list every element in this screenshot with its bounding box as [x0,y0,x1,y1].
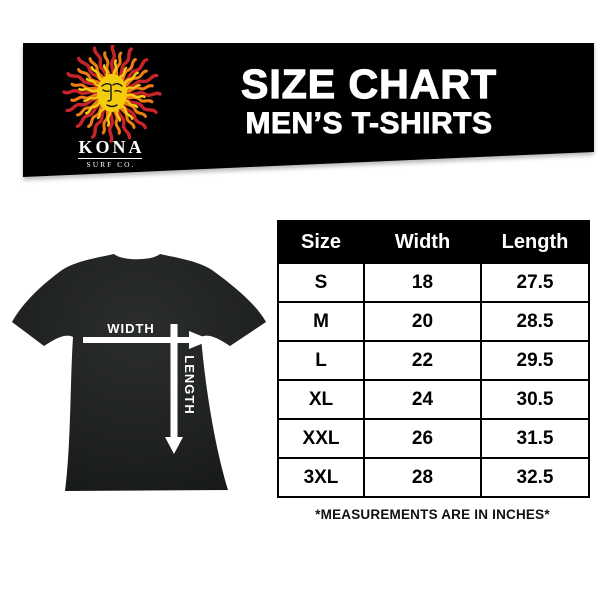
table-cell: 20 [363,301,482,342]
table-header-row: Size Width Length [277,220,590,264]
tshirt-diagram: WIDTH LENGTH [12,254,266,491]
table-cell: XXL [277,418,365,459]
table-cell: 22 [363,340,482,381]
table-row: L 22 29.5 [277,340,590,381]
length-label: LENGTH [182,355,197,414]
table-cell: 18 [363,262,482,303]
table-cell: 26 [363,418,482,459]
measurements-note: *MEASUREMENTS ARE IN INCHES* [315,507,550,522]
column-header: Size [277,220,365,264]
table-cell: 30.5 [480,379,590,420]
banner-background: KONA SURF CO. SIZE CHART MEN’S T-SHIRTS [23,43,594,177]
sun-logo-icon [62,45,162,143]
width-arrowhead-icon [189,331,211,349]
table-cell: 3XL [277,457,365,498]
banner: KONA SURF CO. SIZE CHART MEN’S T-SHIRTS [23,43,594,177]
column-header: Length [480,220,590,264]
table-cell: XL [277,379,365,420]
length-arrow-shaft [170,324,178,437]
size-table: Size Width Length S 18 27.5 M 20 28.5 L 22 29.5 XL 2… [277,220,590,498]
table-cell: 31.5 [480,418,590,459]
table-cell: 28.5 [480,301,590,342]
table-row: XXL 26 31.5 [277,418,590,459]
page-title: SIZE CHART [240,61,497,107]
table-cell: 24 [363,379,482,420]
table-cell: S [277,262,365,303]
length-arrowhead-icon [165,437,183,454]
width-label: WIDTH [107,321,155,336]
table-body: S 18 27.5 M 20 28.5 L 22 29.5 XL 24 30.5 XXL 26 31.5 3X… [277,262,590,498]
brand-name: KONA [78,137,145,157]
brand-underline [78,158,142,159]
table-row: S 18 27.5 [277,262,590,303]
table-row: XL 24 30.5 [277,379,590,420]
table-cell: M [277,301,365,342]
table-cell: 32.5 [480,457,590,498]
table-row: M 20 28.5 [277,301,590,342]
table-header: Size Width Length [277,220,590,264]
table-cell: 29.5 [480,340,590,381]
brand-block: KONA SURF CO. [55,138,165,169]
page-subtitle: MEN’S T-SHIRTS [245,107,493,140]
width-arrow-shaft [83,337,191,343]
table-cell: 28 [363,457,482,498]
table-cell: 27.5 [480,262,590,303]
column-header: Width [363,220,482,264]
brand-subname: SURF CO. [86,160,136,169]
table-cell: L [277,340,365,381]
tshirt-silhouette [12,254,266,491]
table-row: 3XL 28 32.5 [277,457,590,498]
